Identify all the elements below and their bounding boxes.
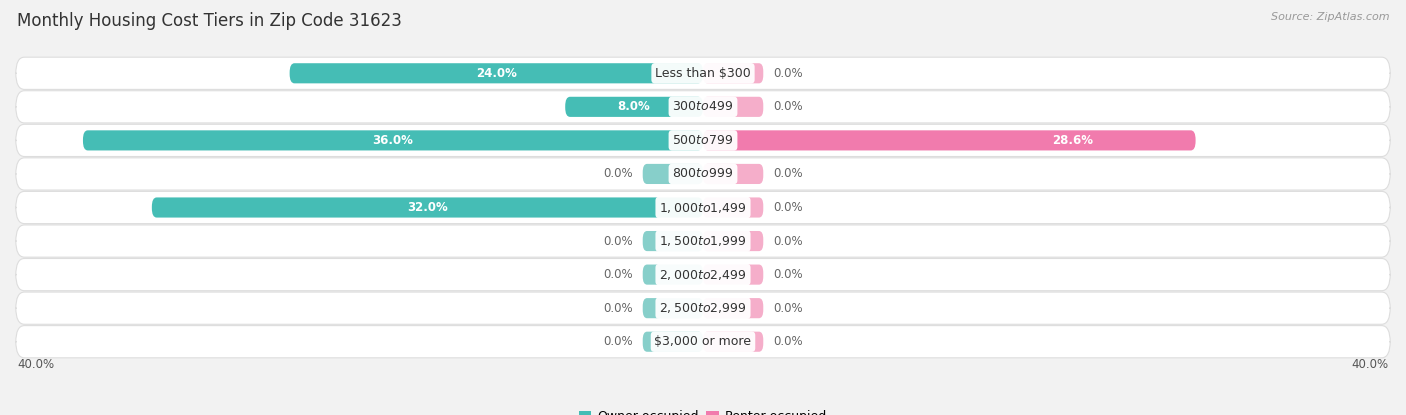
FancyBboxPatch shape — [15, 57, 1391, 89]
Text: 0.0%: 0.0% — [603, 268, 633, 281]
Text: $3,000 or more: $3,000 or more — [655, 335, 751, 348]
FancyBboxPatch shape — [15, 158, 1391, 190]
Text: $500 to $799: $500 to $799 — [672, 134, 734, 147]
FancyBboxPatch shape — [643, 298, 703, 318]
Text: 0.0%: 0.0% — [773, 335, 803, 348]
Text: Monthly Housing Cost Tiers in Zip Code 31623: Monthly Housing Cost Tiers in Zip Code 3… — [17, 12, 402, 30]
FancyBboxPatch shape — [152, 198, 703, 217]
Text: $2,000 to $2,499: $2,000 to $2,499 — [659, 268, 747, 282]
FancyBboxPatch shape — [290, 63, 703, 83]
Text: 28.6%: 28.6% — [1052, 134, 1092, 147]
Text: 0.0%: 0.0% — [773, 234, 803, 248]
FancyBboxPatch shape — [703, 264, 763, 285]
FancyBboxPatch shape — [15, 326, 1391, 358]
FancyBboxPatch shape — [15, 292, 1391, 324]
Text: 32.0%: 32.0% — [408, 201, 447, 214]
FancyBboxPatch shape — [15, 91, 1391, 123]
FancyBboxPatch shape — [703, 231, 763, 251]
Text: 0.0%: 0.0% — [773, 302, 803, 315]
FancyBboxPatch shape — [15, 259, 1391, 291]
FancyBboxPatch shape — [703, 164, 763, 184]
Text: $300 to $499: $300 to $499 — [672, 100, 734, 113]
Text: 0.0%: 0.0% — [773, 67, 803, 80]
FancyBboxPatch shape — [15, 191, 1391, 224]
FancyBboxPatch shape — [703, 97, 763, 117]
FancyBboxPatch shape — [643, 332, 703, 352]
Text: 8.0%: 8.0% — [617, 100, 651, 113]
FancyBboxPatch shape — [83, 130, 703, 151]
Text: Less than $300: Less than $300 — [655, 67, 751, 80]
Text: 0.0%: 0.0% — [603, 234, 633, 248]
Text: 40.0%: 40.0% — [17, 358, 55, 371]
FancyBboxPatch shape — [703, 63, 763, 83]
Text: $800 to $999: $800 to $999 — [672, 167, 734, 181]
FancyBboxPatch shape — [703, 332, 763, 352]
FancyBboxPatch shape — [703, 130, 1195, 151]
Text: 0.0%: 0.0% — [603, 335, 633, 348]
FancyBboxPatch shape — [703, 298, 763, 318]
Text: Source: ZipAtlas.com: Source: ZipAtlas.com — [1271, 12, 1389, 22]
Text: 0.0%: 0.0% — [603, 302, 633, 315]
FancyBboxPatch shape — [703, 198, 763, 217]
FancyBboxPatch shape — [643, 231, 703, 251]
Text: 24.0%: 24.0% — [475, 67, 517, 80]
FancyBboxPatch shape — [15, 225, 1391, 257]
FancyBboxPatch shape — [643, 264, 703, 285]
Text: 40.0%: 40.0% — [1351, 358, 1389, 371]
Text: $2,500 to $2,999: $2,500 to $2,999 — [659, 301, 747, 315]
Text: 36.0%: 36.0% — [373, 134, 413, 147]
FancyBboxPatch shape — [643, 164, 703, 184]
Text: $1,000 to $1,499: $1,000 to $1,499 — [659, 200, 747, 215]
Text: $1,500 to $1,999: $1,500 to $1,999 — [659, 234, 747, 248]
FancyBboxPatch shape — [15, 124, 1391, 156]
Text: 0.0%: 0.0% — [773, 100, 803, 113]
Text: 0.0%: 0.0% — [773, 268, 803, 281]
Text: 0.0%: 0.0% — [773, 201, 803, 214]
Text: 0.0%: 0.0% — [603, 167, 633, 181]
Text: 0.0%: 0.0% — [773, 167, 803, 181]
FancyBboxPatch shape — [565, 97, 703, 117]
Legend: Owner-occupied, Renter-occupied: Owner-occupied, Renter-occupied — [574, 405, 832, 415]
